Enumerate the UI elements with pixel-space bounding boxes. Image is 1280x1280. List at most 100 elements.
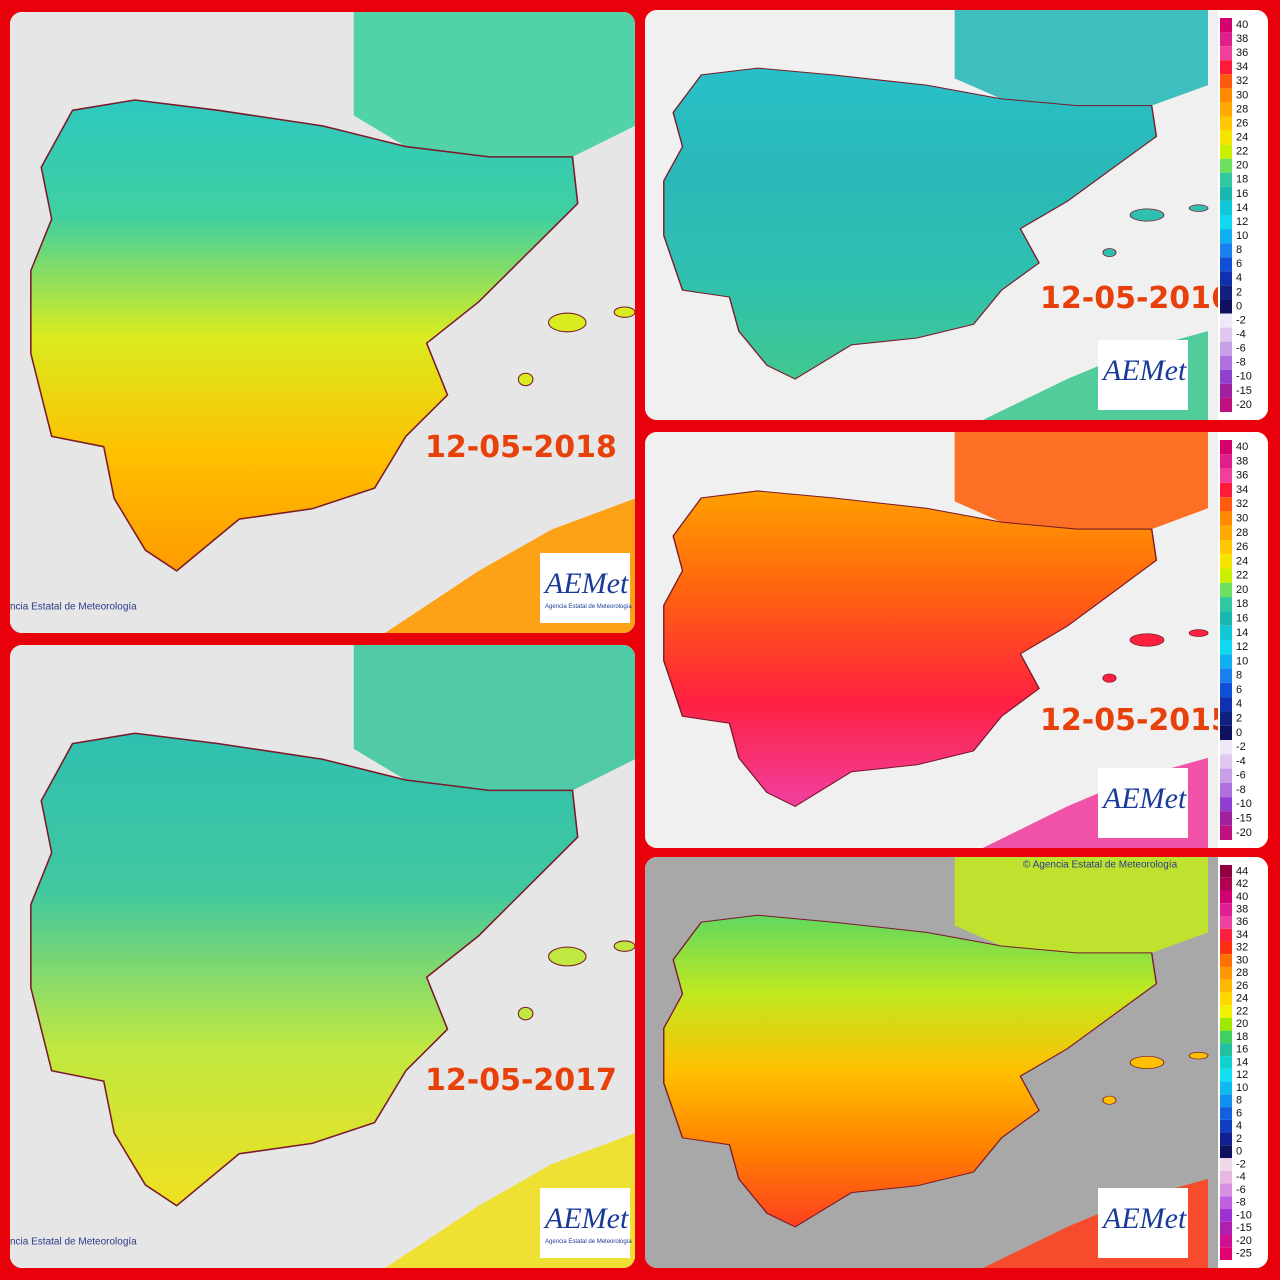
legend-swatch <box>1220 454 1232 469</box>
map-panel: 12-05-2016 AEMet 40 38 36 34 32 30 28 26 24 22 20 18 1… <box>645 10 1268 420</box>
legend-label: 8 <box>1236 244 1242 256</box>
logo: AEMet <box>543 1202 629 1235</box>
legend-swatch <box>1220 200 1232 215</box>
legend-swatch <box>1220 1145 1232 1159</box>
legend-swatch <box>1220 383 1232 398</box>
legend-label: 16 <box>1236 1044 1248 1056</box>
legend-swatch <box>1220 229 1232 244</box>
legend-swatch <box>1220 397 1232 412</box>
legend-label: -6 <box>1236 343 1246 355</box>
legend-label: -2 <box>1236 741 1246 753</box>
legend-swatch <box>1220 797 1232 812</box>
legend-swatch <box>1220 116 1232 131</box>
legend-label: -15 <box>1236 1222 1252 1234</box>
legend-swatch <box>1220 877 1232 891</box>
legend-swatch <box>1220 597 1232 612</box>
legend-label: 28 <box>1236 967 1248 979</box>
legend-swatch <box>1220 811 1232 826</box>
legend-swatch <box>1220 625 1232 640</box>
legend-label: 2 <box>1236 712 1242 724</box>
map-panel: 12-05-2014© Agencia Estatal de Meteorolo… <box>645 857 1268 1268</box>
legend-label: 24 <box>1236 555 1248 567</box>
map: 12-05-2016AEMet4038363432302826242220181… <box>645 10 1268 420</box>
legend-swatch <box>1220 1170 1232 1184</box>
legend-swatch <box>1220 654 1232 669</box>
legend-swatch <box>1220 754 1232 769</box>
legend-swatch <box>1220 682 1232 698</box>
credit: © Agencia Estatal de Meteorología <box>1023 859 1178 870</box>
legend-swatch <box>1220 582 1232 598</box>
legend-label: 12 <box>1236 641 1248 653</box>
legend-label: 40 <box>1236 441 1248 453</box>
legend-label: 20 <box>1236 1018 1248 1030</box>
legend-swatch <box>1220 1158 1232 1171</box>
iberia <box>30 99 579 572</box>
legend-swatch <box>1220 144 1232 159</box>
legend-swatch <box>1220 215 1232 230</box>
logo: AEMet <box>1101 782 1187 815</box>
iberia <box>663 67 1158 380</box>
legend-label: 32 <box>1236 75 1248 87</box>
legend-swatch <box>1220 825 1232 840</box>
legend-swatch <box>1220 1005 1232 1018</box>
legend-label: 16 <box>1236 188 1248 200</box>
legend-swatch <box>1220 890 1232 904</box>
iberia <box>663 490 1158 808</box>
map: 12-05-2017 ncia Estatal de Meteorología AE… <box>10 645 635 1268</box>
land <box>30 12 635 633</box>
france <box>353 645 635 791</box>
legend-swatch <box>1220 668 1232 683</box>
legend-label: 10 <box>1236 230 1248 242</box>
island <box>1102 673 1117 683</box>
date-label: 12-05-2016 <box>1040 281 1232 316</box>
legend-swatch <box>1220 1119 1232 1133</box>
legend-label: 14 <box>1236 1056 1248 1068</box>
legend-swatch <box>1220 979 1232 993</box>
legend-swatch <box>1220 725 1232 740</box>
legend-swatch <box>1220 299 1232 314</box>
legend-label: 22 <box>1236 570 1248 582</box>
island <box>517 1006 534 1021</box>
legend-swatch <box>1220 928 1232 942</box>
legend-label: 0 <box>1236 300 1242 312</box>
legend-label: 8 <box>1236 1095 1242 1107</box>
legend-label: 18 <box>1236 598 1248 610</box>
logo: AEMet <box>543 567 629 600</box>
iberia <box>663 914 1158 1228</box>
map: 12-05-2015AEMet4038363432302826242220181… <box>645 432 1268 848</box>
legend-swatch <box>1220 186 1232 201</box>
legend-swatch <box>1220 903 1232 916</box>
logo-box <box>540 553 630 623</box>
legend-label: 38 <box>1236 455 1248 467</box>
island <box>1188 629 1209 637</box>
legend-swatch <box>1220 1221 1232 1235</box>
legend-label: 38 <box>1236 33 1248 45</box>
legend-swatch <box>1220 1017 1232 1031</box>
map-panel: 12-05-2017 ncia Estatal de Meteorología AE… <box>10 645 635 1268</box>
legend-swatch <box>1220 18 1232 33</box>
logo: AEMet <box>1101 354 1187 387</box>
legend-label: -20 <box>1236 399 1252 411</box>
legend-label: 32 <box>1236 498 1248 510</box>
legend-label: -8 <box>1236 1197 1246 1209</box>
legend-swatch <box>1220 1056 1232 1069</box>
legend-label: 28 <box>1236 103 1248 115</box>
france <box>954 857 1208 953</box>
island <box>1129 208 1165 222</box>
legend-label: 24 <box>1236 132 1248 144</box>
logo: AEMet <box>1101 1202 1187 1235</box>
legend-label: -25 <box>1236 1248 1252 1260</box>
legend-swatch <box>1220 497 1232 512</box>
island <box>548 312 587 333</box>
island <box>613 940 635 952</box>
land <box>30 645 635 1268</box>
legend-swatch <box>1220 1209 1232 1222</box>
legend-label: 30 <box>1236 512 1248 524</box>
legend-swatch <box>1220 1094 1232 1108</box>
legend-label: 6 <box>1236 1107 1242 1119</box>
island <box>1102 1095 1117 1105</box>
legend-label: 20 <box>1236 584 1248 596</box>
legend-swatch <box>1220 243 1232 258</box>
legend-swatch <box>1220 568 1232 583</box>
map-panel: 12-05-2015 AEMet 40 38 36 34 32 30 28 26 24 22 20 18 1… <box>645 432 1268 848</box>
